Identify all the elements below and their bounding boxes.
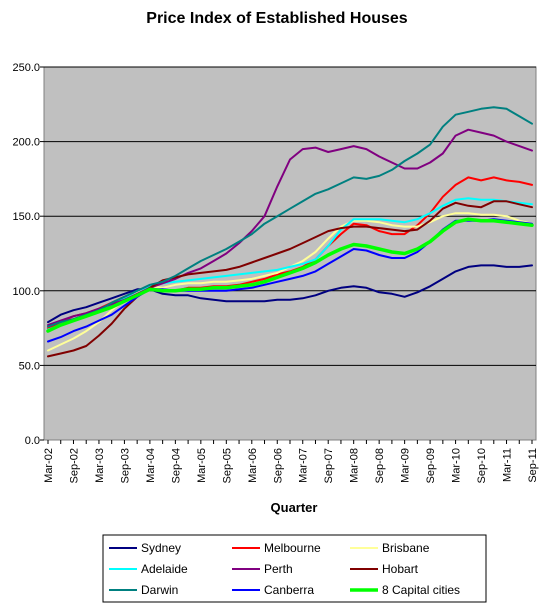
x-tick-label: Sep-07 <box>323 448 335 483</box>
x-tick-label: Sep-11 <box>527 448 539 483</box>
y-tick-label: 250.0 <box>12 62 40 74</box>
legend-label-sydney: Sydney <box>141 541 181 555</box>
x-tick-label: Mar-10 <box>451 448 463 483</box>
x-tick-label: Mar-07 <box>298 448 310 483</box>
x-tick-label: Sep-09 <box>425 448 437 483</box>
legend-label-adelaide: Adelaide <box>141 562 188 576</box>
legend-label-canberra: Canberra <box>264 583 314 597</box>
x-tick-label: Mar-04 <box>145 448 157 483</box>
x-tick-label: Sep-03 <box>119 448 131 483</box>
series-line-sydney <box>47 264 533 324</box>
x-tick-label: Mar-02 <box>43 448 55 483</box>
x-tick-label: Mar-06 <box>247 448 259 483</box>
x-axis-label: Quarter <box>271 500 318 515</box>
gridlines <box>44 66 536 366</box>
chart-title: Price Index of Established Houses <box>146 10 408 27</box>
legend-label-brisbane: Brisbane <box>382 541 430 555</box>
y-tick-label: 0.0 <box>25 435 40 447</box>
legend-label-8-capital-cities: 8 Capital cities <box>382 583 460 597</box>
x-tick-label: Mar-05 <box>196 448 208 483</box>
legend <box>102 534 487 603</box>
series-line-hobart <box>47 200 533 358</box>
legend-label-perth: Perth <box>264 562 293 576</box>
legend-items: Sydney Melbourne Brisbane Adelaide Perth Hoba… <box>109 541 460 597</box>
x-tick-label: Mar-11 <box>502 448 514 482</box>
series-line-darwin <box>47 106 533 328</box>
y-tick-label: 50.0 <box>19 360 40 372</box>
x-tick-label: Sep-08 <box>374 448 386 483</box>
x-tick-label: Sep-04 <box>170 448 182 483</box>
x-axis: Mar-02 Sep-02 Mar-03 Sep-03 Mar-04 Sep-04 Mar-… <box>43 440 539 483</box>
y-tick-label: 200.0 <box>12 137 40 149</box>
y-tick-label: 100.0 <box>12 286 40 298</box>
x-tick-label: Sep-02 <box>68 448 80 483</box>
y-tick-label: 150.0 <box>12 211 40 223</box>
y-axis: 0.0 50.0 100.0 150.0 200.0 250.0 <box>12 62 44 447</box>
legend-label-melbourne: Melbourne <box>264 541 321 555</box>
legend-label-darwin: Darwin <box>141 583 178 597</box>
x-tick-label: Sep-05 <box>221 448 233 483</box>
x-tick-label: Sep-06 <box>272 448 284 483</box>
x-tick-label: Sep-10 <box>476 448 488 483</box>
x-tick-label: Mar-09 <box>400 448 412 483</box>
series-lines <box>46 106 534 358</box>
legend-label-hobart: Hobart <box>382 562 419 576</box>
x-tick-label: Mar-08 <box>349 448 361 483</box>
x-tick-label: Mar-03 <box>94 448 106 483</box>
plot-area <box>43 66 537 441</box>
series-line-8-capital-cities <box>46 217 534 333</box>
